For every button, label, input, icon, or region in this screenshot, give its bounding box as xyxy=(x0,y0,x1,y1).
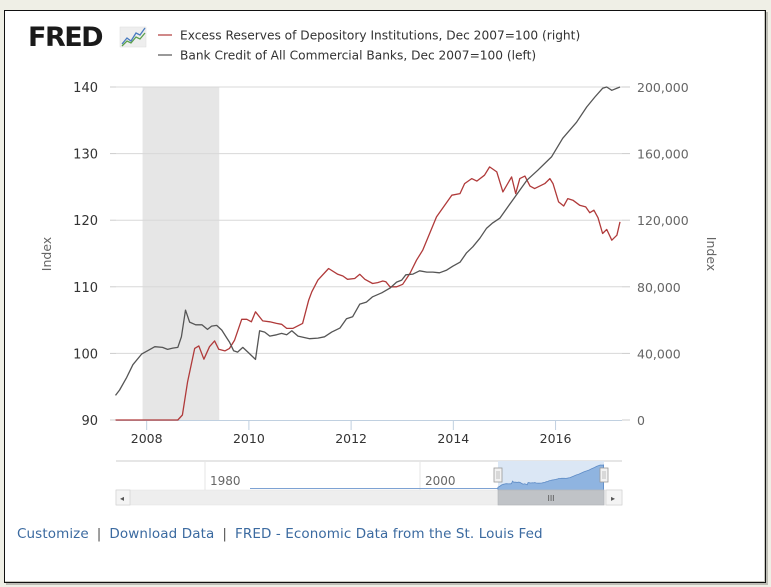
navigator-handle-left[interactable] xyxy=(493,467,503,483)
series-line-bank-credit[interactable] xyxy=(114,86,621,396)
y-tick-label-left: 140 xyxy=(73,81,98,96)
plot-area: 90 100 110 120 130 140 0 40,000 80,000 120,000 160… xyxy=(73,80,689,446)
recession-band xyxy=(142,87,220,420)
scrollbar-thumb[interactable] xyxy=(497,489,605,506)
footer-links: Customize | Download Data | FRED - Economic … xyxy=(17,526,543,542)
x-tick-label: 2008 xyxy=(131,431,163,446)
navigator-handle-right[interactable] xyxy=(599,467,609,483)
y-axis-title-left: Index xyxy=(39,237,54,271)
fred-logo-text: FRED xyxy=(28,22,102,53)
legend-label: Excess Reserves of Depository Institutio… xyxy=(180,29,580,43)
y-tick-label-right: 200,000 xyxy=(637,80,689,95)
legend-item-bank-credit[interactable]: Bank Credit of All Commercial Banks, Dec… xyxy=(158,49,536,63)
navigator-scrollbar[interactable]: ◂ III ▸ xyxy=(115,489,623,506)
customize-link[interactable]: Customize xyxy=(17,526,89,542)
chart-panel xyxy=(4,10,766,583)
arrow-right-icon: ▸ xyxy=(611,494,615,503)
y-tick-label-left: 120 xyxy=(73,214,98,229)
navigator-series-area xyxy=(497,464,604,491)
separator: | xyxy=(222,526,228,542)
fred-home-link[interactable]: FRED - Economic Data from the St. Louis … xyxy=(235,526,543,542)
fred-logo[interactable]: FRED xyxy=(28,22,147,53)
legend: Excess Reserves of Depository Institutio… xyxy=(158,29,580,63)
x-tick-label: 2012 xyxy=(335,431,367,446)
separator: | xyxy=(96,526,102,542)
x-tick-label: 2010 xyxy=(233,431,265,446)
scrollbar-grip-icon: III xyxy=(547,494,554,503)
y-tick-label-right: 0 xyxy=(637,413,645,428)
navigator-label-2000: 2000 xyxy=(425,474,456,488)
legend-label: Bank Credit of All Commercial Banks, Dec… xyxy=(180,49,536,63)
y-tick-label-right: 120,000 xyxy=(637,213,689,228)
navigator[interactable]: 1980 2000 xyxy=(116,460,622,491)
panel-edge xyxy=(5,11,765,582)
y-tick-label-right: 40,000 xyxy=(637,346,681,361)
y-tick-label-right: 80,000 xyxy=(637,280,681,295)
scroll-left-button[interactable]: ◂ xyxy=(115,489,131,506)
y-tick-label-right: 160,000 xyxy=(637,147,689,162)
arrow-left-icon: ◂ xyxy=(120,494,124,503)
download-data-link[interactable]: Download Data xyxy=(109,526,215,542)
x-tick-label: 2014 xyxy=(437,431,469,446)
trend-chart-icon xyxy=(119,26,147,48)
x-tick-label: 2016 xyxy=(540,431,572,446)
series-line-excess-reserves[interactable] xyxy=(115,166,621,421)
y-tick-label-left: 100 xyxy=(73,347,98,362)
navigator-label-1980: 1980 xyxy=(210,474,241,488)
legend-item-excess-reserves[interactable]: Excess Reserves of Depository Institutio… xyxy=(158,29,580,43)
y-tick-label-left: 90 xyxy=(81,414,98,429)
y-tick-label-left: 110 xyxy=(73,281,98,296)
y-axis-title-right: Index xyxy=(704,237,719,271)
scroll-right-button[interactable]: ▸ xyxy=(605,489,623,506)
y-tick-label-left: 130 xyxy=(73,148,98,163)
